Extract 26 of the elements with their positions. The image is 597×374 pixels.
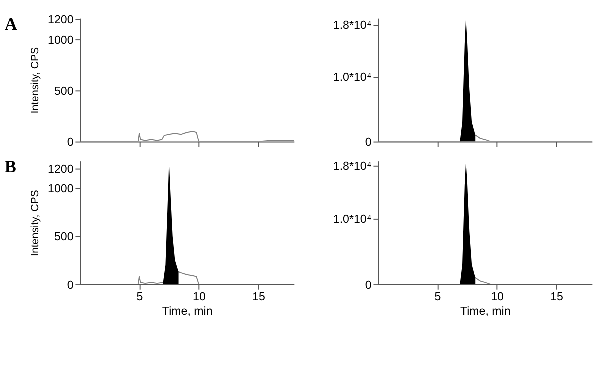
x-tick-label: 10 — [193, 291, 206, 304]
y-tick-label: 500 — [54, 232, 74, 244]
y-tick-label: 1.8*10⁴ — [333, 161, 372, 174]
y-tick-label: 1000 — [48, 183, 74, 196]
y-tick-label: 1.0*10⁴ — [333, 214, 372, 226]
y-tick-label: 1.8*10⁴ — [333, 20, 372, 32]
text: B — [4, 158, 17, 177]
y-tick-label: 0 — [67, 137, 74, 150]
x-axis-title: Time, min — [162, 306, 213, 318]
x-tick-label: 15 — [252, 291, 266, 304]
y-tick-label: 500 — [54, 86, 74, 98]
x-tick-label: 10 — [491, 291, 504, 304]
y-tick-label: 1.0*10⁴ — [333, 72, 372, 84]
y-axis-title: Intensity, CPS — [29, 47, 42, 114]
x-axis-title: Time, min — [460, 306, 511, 318]
y-axis-title: Intensity, CPS — [29, 190, 42, 256]
text: A — [4, 14, 18, 34]
y-tick-label: 0 — [365, 280, 372, 292]
x-tick-label: 5 — [434, 291, 442, 304]
y-tick-label: 1200 — [48, 14, 74, 27]
y-tick-label: 0 — [365, 137, 372, 150]
y-tick-label: 1200 — [48, 164, 74, 176]
y-tick-label: 0 — [67, 280, 74, 292]
x-tick-label: 15 — [550, 291, 564, 304]
y-tick-label: 1000 — [48, 35, 74, 48]
x-tick-label: 5 — [136, 291, 144, 304]
